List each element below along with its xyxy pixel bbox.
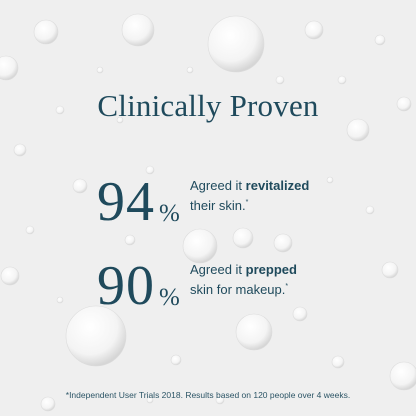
droplets — [0, 13, 416, 412]
emphasis-text: prepped — [245, 262, 297, 277]
stat-description: Agreed it prepped skin for makeup.* — [190, 261, 297, 298]
lead-text: Agreed it — [190, 178, 243, 193]
title: Clinically Proven — [97, 88, 319, 123]
footnote: *Independent User Trials 2018. Results b… — [65, 390, 351, 400]
stat-value: 94 — [97, 171, 155, 233]
stat-description: Agreed it revitalized their skin.* — [190, 177, 309, 214]
stat-unit: % — [159, 284, 180, 311]
emphasis-text: revitalized — [245, 178, 310, 193]
stat-value: 90 — [97, 255, 155, 317]
tail-text: skin for makeup. — [190, 282, 286, 297]
tail-text: their skin. — [190, 198, 246, 213]
footnote-mark: * — [285, 283, 289, 290]
lead-text: Agreed it — [190, 262, 243, 277]
stat-unit: % — [159, 200, 180, 227]
footnote-mark: * — [245, 199, 249, 206]
